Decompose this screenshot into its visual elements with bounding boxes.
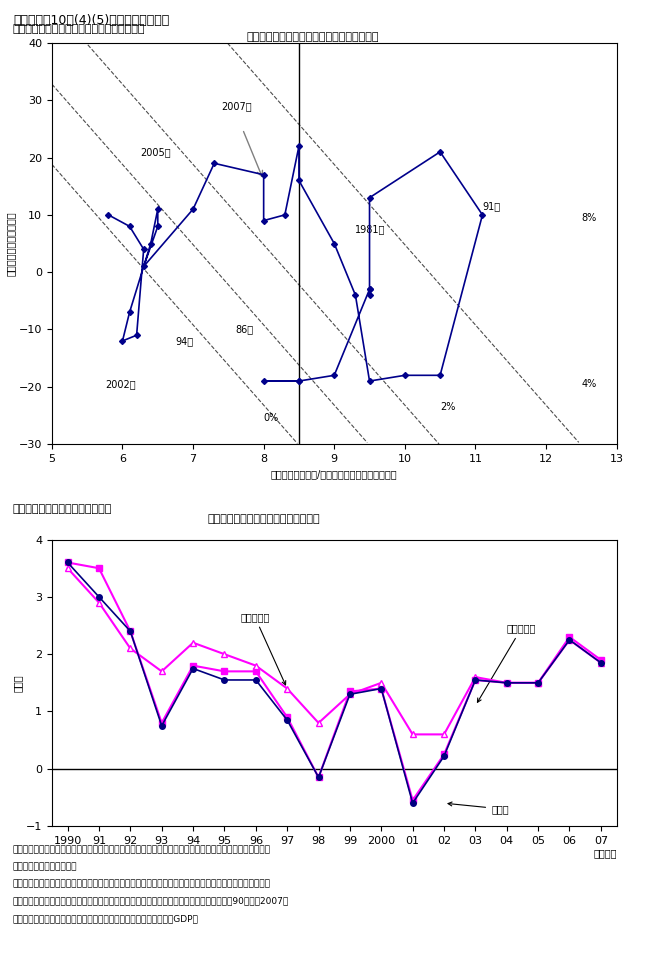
Text: 第１－１－10図(4)(5)　設備投資の動向: 第１－１－10図(4)(5) 設備投資の動向 <box>13 14 169 28</box>
Text: 86年: 86年 <box>236 325 254 334</box>
Text: ２．（４）の点線は、期待成長率に見合った水準の双曲線。双曲線は、期待成長率＋資本ストック: ２．（４）の点線は、期待成長率に見合った水準の双曲線。双曲線は、期待成長率＋資本… <box>13 880 271 888</box>
Text: 2007年: 2007年 <box>221 101 252 111</box>
Text: 今後、期待成長率が高まらない場合は減速か: 今後、期待成長率が高まらない場合は減速か <box>247 32 379 42</box>
Y-axis label: （設備投資前年比、％）: （設備投資前年比、％） <box>6 211 16 276</box>
Text: 2005年: 2005年 <box>140 147 171 157</box>
Text: 今後３年間: 今後３年間 <box>478 624 536 702</box>
Text: 2%: 2% <box>440 402 456 412</box>
Text: 94年: 94年 <box>175 336 193 346</box>
Text: 2002年: 2002年 <box>105 379 136 389</box>
Text: 今後５年間: 今後５年間 <box>240 612 286 685</box>
X-axis label: （前年の設備投資/前年末の資本ストック、％）: （前年の設備投資/前年末の資本ストック、％） <box>271 469 398 479</box>
Text: 0%: 0% <box>263 414 279 423</box>
Text: 単年度: 単年度 <box>448 802 509 814</box>
Text: の平均。資本ストック係数＝実質資本ストック／実質GDP。: の平均。資本ストック係数＝実質資本ストック／実質GDP。 <box>13 914 199 923</box>
Text: （５）予想実質経済成長率の推移: （５）予想実質経済成長率の推移 <box>13 504 112 514</box>
X-axis label: （年度）: （年度） <box>593 849 617 859</box>
Text: 係数の変化率＋除却率にて算出。また、資本ストック係数の変化率と除却率は90年から2007年: 係数の変化率＋除却率にて算出。また、資本ストック係数の変化率と除却率は90年から… <box>13 897 289 905</box>
Text: （備考）１．内閣府「民間企業資本ストック」、「国民経済計算」、「企業行動に関するアンケート調査」: （備考）１．内閣府「民間企業資本ストック」、「国民経済計算」、「企業行動に関する… <box>13 845 271 854</box>
Y-axis label: （％）: （％） <box>13 674 23 691</box>
Text: 期待成長率の上方修正が止まっている: 期待成長率の上方修正が止まっている <box>208 514 321 523</box>
Text: 4%: 4% <box>582 379 596 389</box>
Text: 1981年: 1981年 <box>356 224 386 234</box>
Text: により作成。: により作成。 <box>13 862 77 871</box>
Text: （４）設備投資と資本ストック図（製造業）: （４）設備投資と資本ストック図（製造業） <box>13 24 145 33</box>
Text: 91年: 91年 <box>482 202 500 211</box>
Text: 8%: 8% <box>582 213 596 223</box>
